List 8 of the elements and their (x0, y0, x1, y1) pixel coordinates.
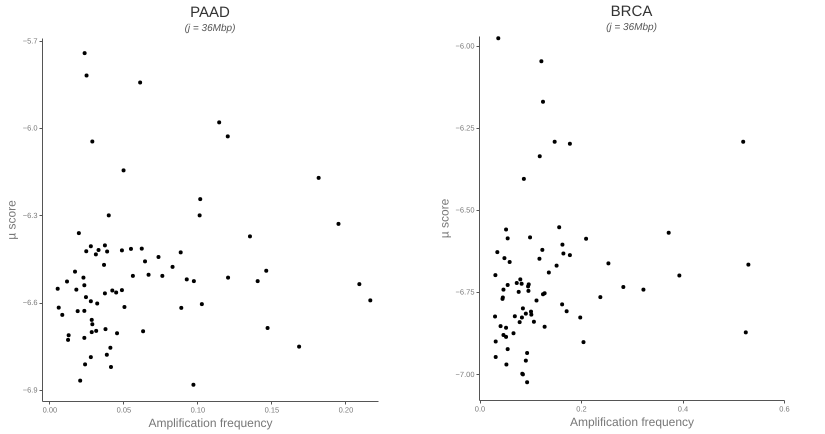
chart-title: PAAD (190, 4, 230, 21)
chart-subtitle: (j = 36Mbp) (184, 22, 236, 34)
chart-subtitle: (j = 36Mbp) (606, 22, 657, 33)
chart-title: BRCA (610, 3, 652, 20)
y-axis-title: µ score (4, 200, 19, 240)
x-axis-title: Amplification frequency (148, 416, 273, 430)
x-axis-title: Amplification frequency (570, 415, 694, 429)
y-axis-title: µ score (438, 198, 452, 238)
